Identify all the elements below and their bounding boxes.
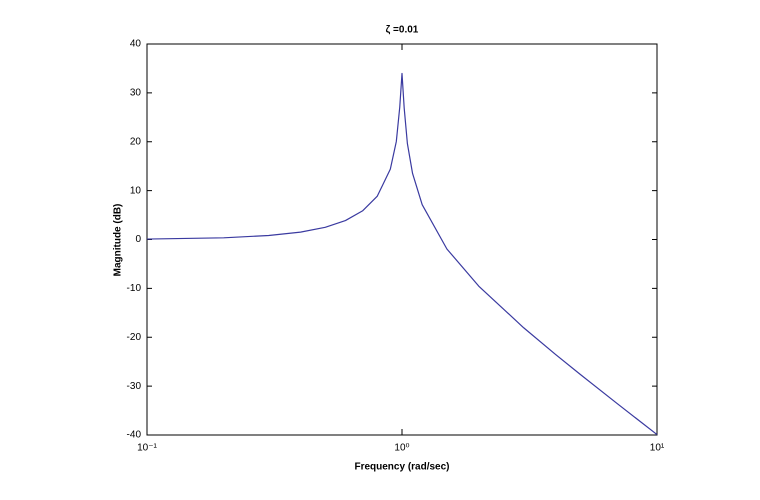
x-axis-label: Frequency (rad/sec) [354, 462, 449, 473]
x-tick-label: 10⁰ [394, 443, 409, 454]
data-line [146, 72, 658, 436]
y-tick-label: -20 [127, 332, 142, 343]
y-axis-label: Magnitude (dB) [113, 204, 124, 277]
plot-frame [146, 43, 658, 436]
y-tick-label: -40 [127, 430, 142, 441]
y-tick-label: 0 [135, 234, 141, 245]
y-tick-label: -30 [127, 381, 142, 392]
y-tick-label: 10 [130, 185, 142, 196]
y-tick-label: 30 [130, 88, 142, 99]
x-tick-label: 10¹ [650, 443, 665, 454]
x-tick-label: 10⁻¹ [137, 443, 157, 454]
y-tick-label: 40 [130, 39, 142, 50]
chart-title: ζ =0.01 [386, 25, 419, 36]
y-tick-label: -10 [127, 283, 142, 294]
y-tick-label: 20 [130, 136, 142, 147]
